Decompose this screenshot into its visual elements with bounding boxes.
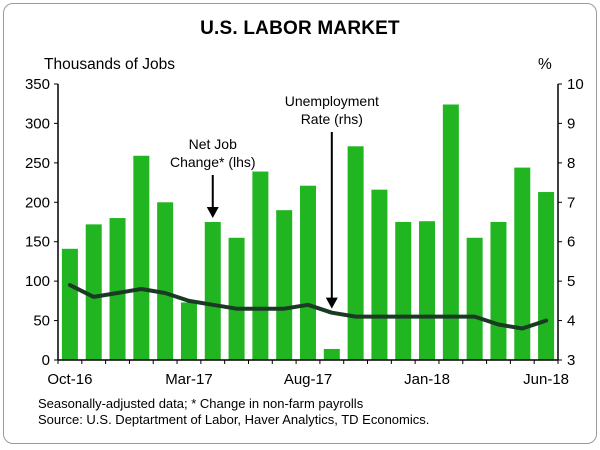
y-right-tick-label: 9 [567,115,575,132]
footnote-line-2: Source: U.S. Deptartment of Labor, Haver… [38,412,430,427]
bar-jun-18 [538,192,555,360]
x-tick-label: Oct-16 [47,371,92,388]
y-right-tick-label: 7 [567,194,575,211]
y-right-tick-label: 6 [567,234,575,251]
x-tick-label: Mar-17 [165,371,213,388]
x-tick-label: Aug-17 [284,371,332,388]
footnote-line-1: Seasonally-adjusted data; * Change in no… [38,396,364,411]
y-left-tick-label: 350 [25,76,50,93]
y-left-tick-label: 200 [25,194,50,211]
bar-may-17 [228,237,245,360]
unemployment-rate-line [67,283,549,331]
chart-frame: U.S. LABOR MARKET Thousands of Jobs % 0 5… [3,3,597,444]
bar-apr-18 [490,222,507,360]
y-right-tick-label: 10 [567,76,584,93]
annotation-net-job-text: Change* (lhs) [170,154,256,170]
bar-jan-18 [419,221,436,360]
annotation-unemployment-text: Unemployment [285,93,379,109]
annotation-unemployment-arrow-head [325,297,338,309]
bar-oct-16 [61,248,78,360]
bar-jun-17 [252,171,269,360]
bar-series [61,104,555,360]
bar-apr-17 [204,222,221,360]
bar-feb-17 [157,202,174,360]
y-right-tick-label: 5 [567,273,575,290]
bar-oct-17 [347,146,364,360]
line-series [67,283,549,331]
bar-aug-17 [300,185,316,360]
bar-dec-16 [109,218,126,360]
bar-mar-18 [466,237,483,360]
y-left-tick-label: 50 [33,313,50,330]
annotations: Net Job Change* (lhs) Unemployment Rate (rh… [170,93,379,309]
y-left-tick-label: 300 [25,115,50,132]
y-left-tick-label: 250 [25,155,50,172]
y-axis-left-label: Thousands of Jobs [44,56,175,73]
bar-may-18 [514,167,531,360]
y-right-tick-label: 3 [567,352,575,369]
bar-mar-17 [180,302,197,360]
y-right-tick-label: 8 [567,155,575,172]
y-left-tick-label: 100 [25,273,50,290]
y-left-tick-label: 150 [25,234,50,251]
bar-sep-17 [323,348,340,360]
bar-dec-17 [395,222,412,360]
bar-nov-17 [371,189,388,360]
y-right-tick-label: 4 [567,313,575,330]
y-left-tick-label: 0 [42,352,50,369]
y-axis-right-label: % [538,56,552,73]
x-tick-label: Jan-18 [404,371,450,388]
bar-feb-18 [442,104,459,360]
bar-jul-17 [276,210,293,360]
annotation-unemployment-text: Rate (rhs) [301,111,363,127]
annotation-net-job-text: Net Job [189,136,237,152]
footnote: Seasonally-adjusted data; * Change in no… [38,396,429,428]
chart-title: U.S. LABOR MARKET [200,18,400,39]
bar-nov-16 [85,224,102,360]
axes: 0 50 100 150 200 250 300 350 3 4 5 6 7 8 9 10 Oct-16 Mar-… [25,76,584,388]
x-tick-label: Jun-18 [523,371,569,388]
annotation-net-job-arrow-head [206,207,219,218]
bar-jan-17 [133,155,150,360]
plot-area: 0 50 100 150 200 250 300 350 3 4 5 6 7 8 9 10 Oct-16 Mar-… [25,76,584,388]
